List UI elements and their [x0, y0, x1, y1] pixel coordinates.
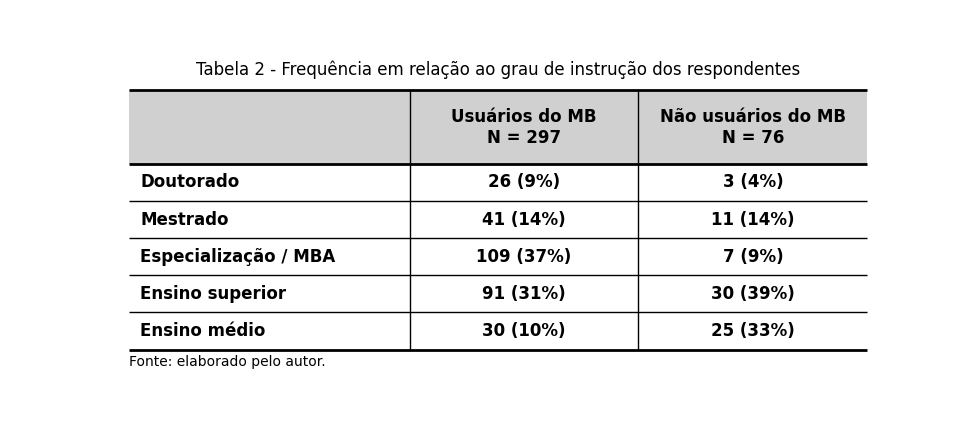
- Text: 26 (9%): 26 (9%): [488, 173, 560, 192]
- Text: 7 (9%): 7 (9%): [722, 248, 783, 266]
- Text: N = 76: N = 76: [721, 129, 784, 147]
- Text: Doutorado: Doutorado: [140, 173, 239, 192]
- Text: Especialização / MBA: Especialização / MBA: [140, 248, 335, 266]
- Text: 3 (4%): 3 (4%): [722, 173, 783, 192]
- Text: Ensino superior: Ensino superior: [140, 285, 287, 303]
- Text: 41 (14%): 41 (14%): [482, 211, 566, 229]
- Text: Fonte: elaborado pelo autor.: Fonte: elaborado pelo autor.: [129, 355, 326, 369]
- Text: 91 (31%): 91 (31%): [482, 285, 566, 303]
- Text: 11 (14%): 11 (14%): [712, 211, 794, 229]
- Text: N = 297: N = 297: [487, 129, 561, 147]
- Text: Usuários do MB: Usuários do MB: [451, 108, 597, 126]
- Text: Ensino médio: Ensino médio: [140, 322, 265, 340]
- Text: Tabela 2 - Frequência em relação ao grau de instrução dos respondentes: Tabela 2 - Frequência em relação ao grau…: [196, 60, 800, 79]
- Text: 25 (33%): 25 (33%): [711, 322, 795, 340]
- Text: 30 (39%): 30 (39%): [711, 285, 795, 303]
- Text: Não usuários do MB: Não usuários do MB: [660, 108, 846, 126]
- Text: Mestrado: Mestrado: [140, 211, 228, 229]
- Text: 30 (10%): 30 (10%): [482, 322, 566, 340]
- Text: 109 (37%): 109 (37%): [476, 248, 572, 266]
